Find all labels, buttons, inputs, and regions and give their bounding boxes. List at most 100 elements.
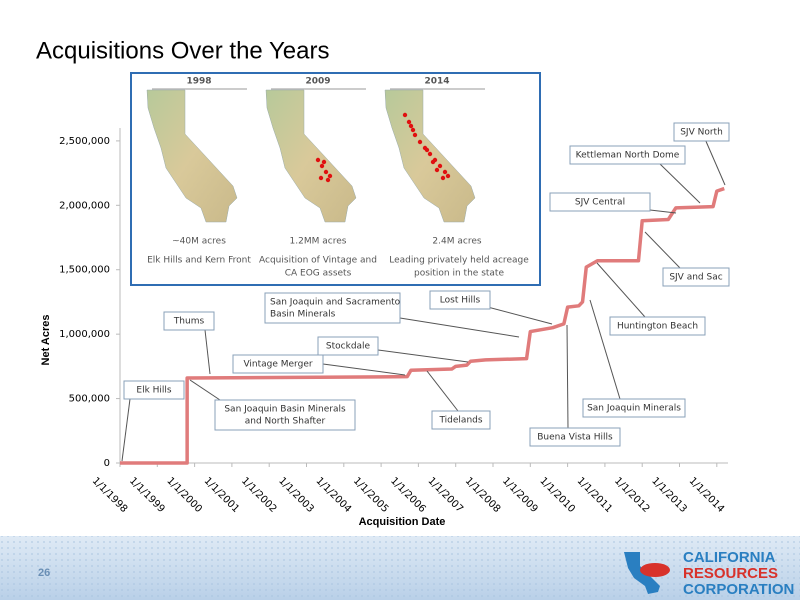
footer-pattern (0, 536, 800, 600)
logo-bear (640, 563, 670, 577)
annotation-text: SJV Central (575, 198, 625, 208)
inset-year: 2014 (424, 77, 449, 87)
callout-line (204, 329, 211, 375)
map-dot (327, 173, 333, 179)
callout-line (399, 317, 520, 338)
map-dot (427, 151, 433, 157)
callout-line (659, 163, 701, 204)
map-dot (321, 159, 327, 165)
callout-line (566, 324, 569, 429)
annotation-text: Elk Hills (136, 386, 172, 396)
annotation-box (317, 336, 379, 356)
annotation-text: San Joaquin and Sacramento (270, 298, 401, 308)
annotation-box (582, 398, 686, 418)
inset-acres: ~40M acres (172, 237, 226, 247)
logo-text: RESOURCES (683, 565, 778, 582)
annotation-text: and North Shafter (245, 417, 326, 427)
map-dot (323, 169, 329, 175)
y-tick-label: 2,000,000 (59, 200, 110, 211)
annotation-box (429, 290, 491, 310)
map-dot (437, 163, 443, 169)
net-acres-line (120, 186, 725, 465)
map-dot (319, 163, 325, 169)
map-dot (406, 119, 412, 125)
annotation-text: Huntington Beach (617, 322, 698, 332)
callout-line (644, 231, 681, 269)
callout-line (589, 299, 621, 400)
inset: 1998 ~40M acres Elk Hills and Kern Front 20… (130, 72, 541, 286)
annotation-text: Thums (173, 317, 205, 327)
annotation-box (662, 267, 730, 287)
map-dot (318, 175, 324, 181)
inset-description: Leading privately held acreage (389, 256, 529, 266)
y-tick-label: 1,000,000 (59, 329, 110, 340)
logo: CALIFORNIA RESOURCES CORPORATION (624, 549, 794, 598)
map (146, 89, 238, 223)
map-dot (424, 147, 430, 153)
inset-description: Elk Hills and Kern Front (147, 256, 251, 266)
y-tick-label: 0 (104, 458, 110, 469)
callout-line (704, 138, 726, 186)
map-dot (325, 177, 331, 183)
map-dot (434, 167, 440, 173)
annotation-text: Basin Minerals (270, 310, 336, 320)
annotation-box (673, 122, 730, 142)
annotation-box (163, 311, 215, 331)
annotation-box (609, 316, 706, 336)
annotation-text: SJV and Sac (669, 273, 722, 283)
callout-line (121, 398, 131, 462)
inset-acres: 2.4M acres (432, 237, 481, 247)
page-number: 26 (38, 567, 50, 579)
map-dot (445, 173, 451, 179)
x-axis-title: Acquisition Date (359, 516, 446, 528)
map-dot (412, 132, 418, 138)
map-dot (442, 169, 448, 175)
annotation-box (529, 427, 621, 447)
annotation-box (549, 192, 651, 212)
annotation-box (214, 399, 356, 431)
annotation-text: San Joaquin Basin Minerals (224, 405, 346, 415)
annotation-box (123, 380, 185, 400)
annotation-box (232, 354, 324, 374)
slide-title: Acquisitions Over the Years (36, 37, 330, 64)
callout-line (596, 262, 646, 318)
callout-line (377, 349, 469, 363)
callout-line (322, 363, 406, 376)
callout-line (426, 370, 459, 412)
y-tick-label: 2,500,000 (59, 136, 110, 147)
inset-year: 1998 (186, 77, 211, 87)
logo-text: CALIFORNIA (683, 549, 776, 566)
map (265, 89, 357, 223)
y-axis-title: Net Acres (40, 315, 52, 366)
annotation-text: Vintage Merger (243, 360, 312, 370)
y-tick-label: 1,500,000 (59, 265, 110, 276)
annotation-text: San Joaquin Minerals (587, 404, 681, 414)
inset-year: 2009 (305, 77, 330, 87)
map-dot (408, 123, 414, 129)
annotation-text: Tidelands (438, 416, 482, 426)
map-dot (315, 157, 321, 163)
y-tick-label: 500,000 (69, 394, 110, 405)
annotation-text: SJV North (680, 128, 723, 138)
annotation-text: Lost Hills (440, 296, 481, 306)
callout-line (479, 304, 553, 325)
logo-text: CORPORATION (683, 581, 794, 598)
map-dot (440, 175, 446, 181)
annotation-box (431, 410, 491, 430)
map-dot (402, 112, 408, 118)
annotation-box (569, 145, 686, 165)
map-dot (417, 139, 423, 145)
annotation-text: Stockdale (326, 342, 371, 352)
annotation-text: Buena Vista Hills (537, 433, 613, 443)
map-dot (410, 127, 416, 133)
inset-description: position in the state (414, 269, 504, 279)
callout-line (189, 379, 221, 401)
map-dot (430, 159, 436, 165)
annotation-box (264, 292, 401, 324)
inset-description: CA EOG assets (285, 269, 352, 279)
annotation-text: Kettleman North Dome (576, 151, 680, 161)
inset-acres: 1.2MM acres (290, 237, 347, 247)
inset-description: Acquisition of Vintage and (259, 256, 377, 266)
callout-line (649, 209, 677, 214)
